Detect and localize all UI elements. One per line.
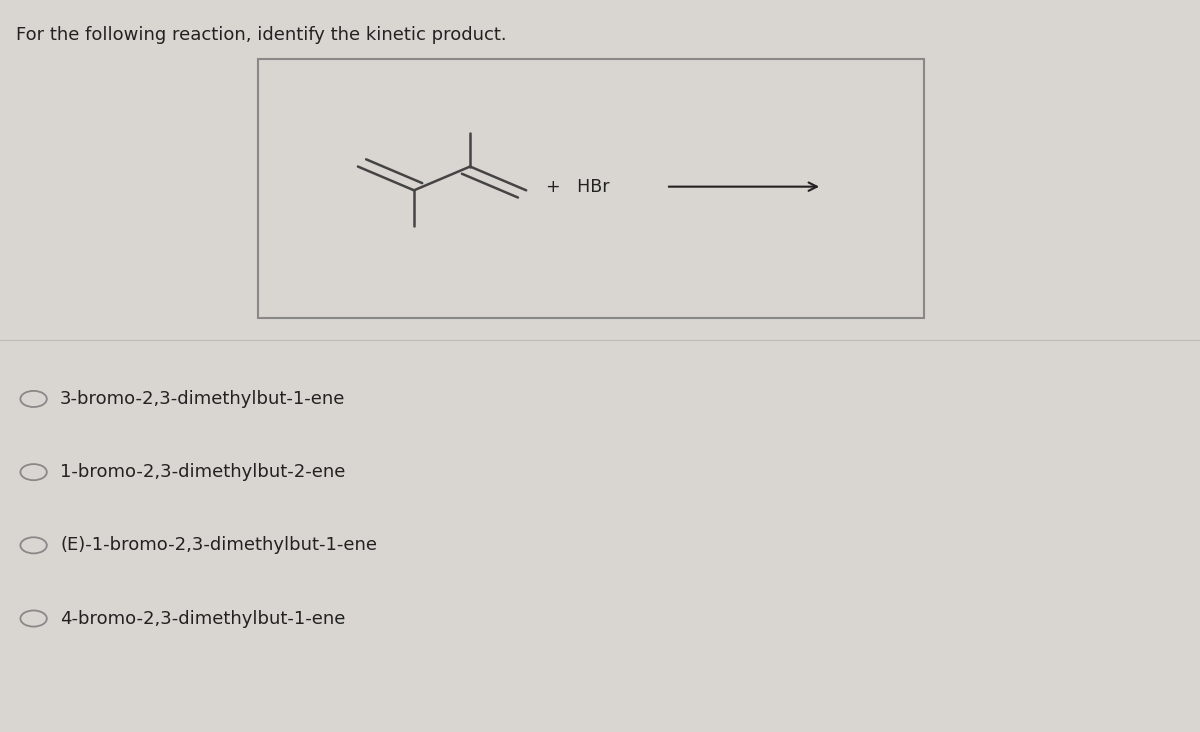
- Text: +   HBr: + HBr: [546, 178, 610, 195]
- Text: 3-bromo-2,3-dimethylbut-1-ene: 3-bromo-2,3-dimethylbut-1-ene: [60, 390, 346, 408]
- Bar: [258, 59, 924, 318]
- Text: 1-bromo-2,3-dimethylbut-2-ene: 1-bromo-2,3-dimethylbut-2-ene: [60, 463, 346, 481]
- Text: 4-bromo-2,3-dimethylbut-1-ene: 4-bromo-2,3-dimethylbut-1-ene: [60, 610, 346, 627]
- Text: For the following reaction, identify the kinetic product.: For the following reaction, identify the…: [16, 26, 506, 44]
- Text: (E)-1-bromo-2,3-dimethylbut-1-ene: (E)-1-bromo-2,3-dimethylbut-1-ene: [60, 537, 377, 554]
